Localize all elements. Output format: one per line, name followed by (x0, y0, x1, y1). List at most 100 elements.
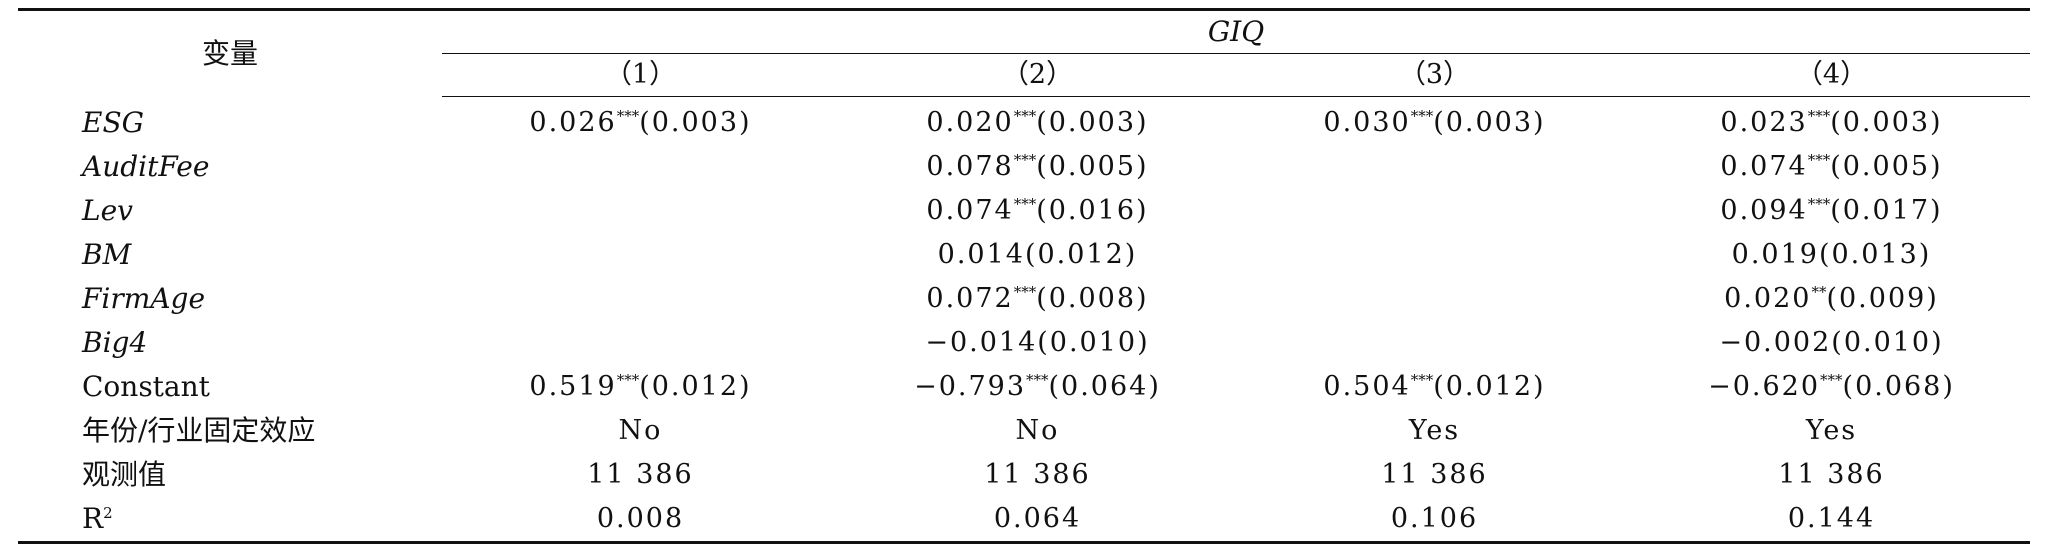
standard-error: (0.012) (1024, 239, 1138, 270)
row-label: ESG (82, 105, 144, 139)
table-cell: 0.064 (993, 503, 1082, 534)
significance-stars: *** (1013, 107, 1037, 125)
table-cell (1236, 145, 1633, 189)
variable-column-header: 变量 (201, 36, 258, 70)
coefficient-value: 0.019 (1731, 239, 1819, 270)
header-row-columns: （1） （2） （3） （4） (18, 53, 2031, 97)
table-cell: Yes (1805, 415, 1858, 446)
significance-stars: *** (1013, 151, 1037, 169)
coefficient-value: 0.078 (926, 151, 1014, 182)
table-row: Lev 0.074***(0.016) 0.094***(0.017) (18, 189, 2030, 233)
table-cell (1236, 277, 1633, 321)
column-header-2: （2） (839, 53, 1236, 97)
standard-error: (0.016) (1036, 195, 1149, 226)
standard-error: (0.012) (639, 371, 752, 402)
table-cell (442, 233, 839, 277)
table-cell: 0.023***(0.003) (1633, 97, 2030, 146)
table-cell: Yes (1408, 415, 1461, 446)
coefficient-value: −0.620 (1708, 371, 1821, 402)
coefficient-value: 0.074 (1720, 151, 1808, 182)
standard-error: (0.005) (1036, 151, 1149, 182)
table-cell (442, 321, 839, 365)
table-cell: 0.074***(0.016) (839, 189, 1236, 233)
table-cell: −0.002(0.010) (1633, 321, 2030, 365)
standard-error: (0.005) (1830, 151, 1943, 182)
table-row: FirmAge 0.072***(0.008) 0.020**(0.009) (18, 277, 2030, 321)
table-cell: 0.026***(0.003) (442, 97, 839, 146)
table-cell: 0.144 (1787, 503, 1876, 534)
significance-stars: *** (616, 371, 640, 389)
coefficient-value: 0.020 (1724, 283, 1812, 314)
significance-stars: *** (1820, 371, 1843, 389)
standard-error: (0.064) (1048, 371, 1161, 402)
table-cell: No (618, 415, 663, 446)
table-cell (442, 145, 839, 189)
table-cell (1236, 189, 1633, 233)
row-label: R2 (18, 497, 442, 543)
row-label: Constant (82, 370, 210, 403)
row-label: BM (82, 238, 132, 271)
coefficient-value: 0.030 (1323, 107, 1411, 138)
table-row: BM 0.014(0.012) 0.019(0.013) (18, 233, 2030, 277)
standard-error: (0.068) (1842, 371, 1955, 402)
standard-error: (0.017) (1830, 195, 1943, 226)
significance-stars: *** (1807, 151, 1831, 169)
table-row: 年份/行业固定效应 No No Yes Yes (18, 409, 2030, 453)
standard-error: (0.003) (1036, 107, 1149, 138)
coefficient-value: 0.074 (926, 195, 1014, 226)
r-squared-superscript: 2 (103, 504, 113, 522)
standard-error: (0.013) (1818, 239, 1932, 270)
standard-error: (0.010) (1831, 327, 1944, 358)
table-cell: 0.020***(0.003) (839, 97, 1236, 146)
table-cell (1236, 321, 1633, 365)
table-row-r-squared: R2 0.008 0.064 0.106 0.144 (18, 497, 2031, 543)
table-row: Constant 0.519***(0.012) −0.793***(0.064) 0… (18, 365, 2030, 409)
table-cell: 0.094***(0.017) (1633, 189, 2030, 233)
standard-error: (0.009) (1826, 283, 1939, 314)
coefficient-value: −0.014 (925, 327, 1038, 358)
standard-error: (0.010) (1037, 327, 1150, 358)
table-cell: 0.074***(0.005) (1633, 145, 2030, 189)
table-cell: −0.620***(0.068) (1633, 365, 2030, 409)
coefficient-value: 0.094 (1720, 195, 1808, 226)
table-cell: 0.519***(0.012) (442, 365, 839, 409)
coefficient-value: 0.014 (937, 239, 1025, 270)
column-header-4: （4） (1633, 53, 2031, 97)
coefficient-value: 0.023 (1720, 107, 1808, 138)
significance-stars: *** (616, 107, 640, 125)
coefficient-value: 0.072 (926, 283, 1014, 314)
significance-stars: *** (1410, 107, 1434, 125)
standard-error: (0.003) (639, 107, 752, 138)
coefficient-value: −0.793 (914, 371, 1027, 402)
table-cell (442, 277, 839, 321)
table-cell: 0.019(0.013) (1633, 233, 2030, 277)
header-row-group: 变量 GIQ (18, 9, 2031, 70)
table-cell: 0.504***(0.012) (1236, 365, 1633, 409)
regression-table-container: 变量 GIQ （1） （2） （3） （4） ESG 0.026***(0.003… (18, 8, 2031, 544)
table-row: Big4 −0.014(0.010) −0.002(0.010) (18, 321, 2030, 365)
significance-stars: *** (1410, 371, 1434, 389)
table-cell: 0.078***(0.005) (839, 145, 1236, 189)
coefficient-value: 0.504 (1323, 371, 1411, 402)
table-cell: −0.793***(0.064) (839, 365, 1236, 409)
significance-stars: *** (1807, 107, 1831, 125)
row-label: 观测值 (82, 458, 167, 491)
table-cell: 11 386 (1778, 459, 1885, 490)
table-cell (1236, 233, 1633, 277)
row-label: 年份/行业固定效应 (82, 414, 316, 447)
row-label: AuditFee (82, 150, 210, 183)
significance-stars: *** (1013, 195, 1037, 213)
table-cell: −0.014(0.010) (839, 321, 1236, 365)
table-cell: 0.008 (596, 503, 685, 534)
significance-stars: *** (1013, 283, 1037, 301)
dependent-variable-header: GIQ (442, 9, 2031, 54)
column-header-1: （1） (442, 53, 839, 97)
standard-error: (0.003) (1433, 107, 1546, 138)
table-row: AuditFee 0.078***(0.005) 0.074***(0.005) (18, 145, 2030, 189)
significance-stars: *** (1807, 195, 1831, 213)
table-cell: 0.014(0.012) (839, 233, 1236, 277)
table-cell (442, 189, 839, 233)
coefficient-value: 0.020 (926, 107, 1014, 138)
standard-error: (0.012) (1433, 371, 1546, 402)
coefficient-value: −0.002 (1719, 327, 1832, 358)
